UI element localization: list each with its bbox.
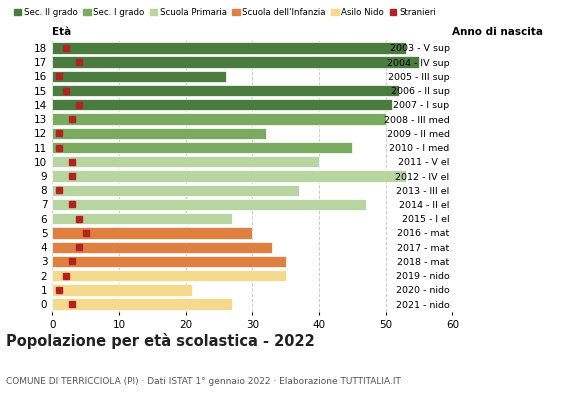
Bar <box>52 99 392 110</box>
Bar <box>52 156 319 168</box>
Text: Popolazione per età scolastica - 2022: Popolazione per età scolastica - 2022 <box>6 333 314 349</box>
Bar <box>52 199 365 210</box>
Text: Età: Età <box>52 27 71 37</box>
Text: COMUNE DI TERRICCIOLA (PI) · Dati ISTAT 1° gennaio 2022 · Elaborazione TUTTITALI: COMUNE DI TERRICCIOLA (PI) · Dati ISTAT … <box>6 377 401 386</box>
Bar <box>52 170 405 182</box>
Bar <box>52 284 192 296</box>
Bar <box>52 85 399 96</box>
Text: Anno di nascita: Anno di nascita <box>452 27 543 37</box>
Bar <box>52 184 299 196</box>
Bar <box>52 42 405 54</box>
Bar <box>52 227 252 239</box>
Bar <box>52 142 352 153</box>
Bar <box>52 71 226 82</box>
Bar <box>52 56 419 68</box>
Bar <box>52 298 232 310</box>
Bar <box>52 113 386 125</box>
Bar <box>52 128 266 139</box>
Bar <box>52 213 232 224</box>
Legend: Sec. II grado, Sec. I grado, Scuola Primaria, Scuola dell'Infanzia, Asilo Nido, : Sec. II grado, Sec. I grado, Scuola Prim… <box>10 4 440 20</box>
Bar <box>52 270 285 281</box>
Bar <box>52 242 273 253</box>
Bar <box>52 256 285 267</box>
